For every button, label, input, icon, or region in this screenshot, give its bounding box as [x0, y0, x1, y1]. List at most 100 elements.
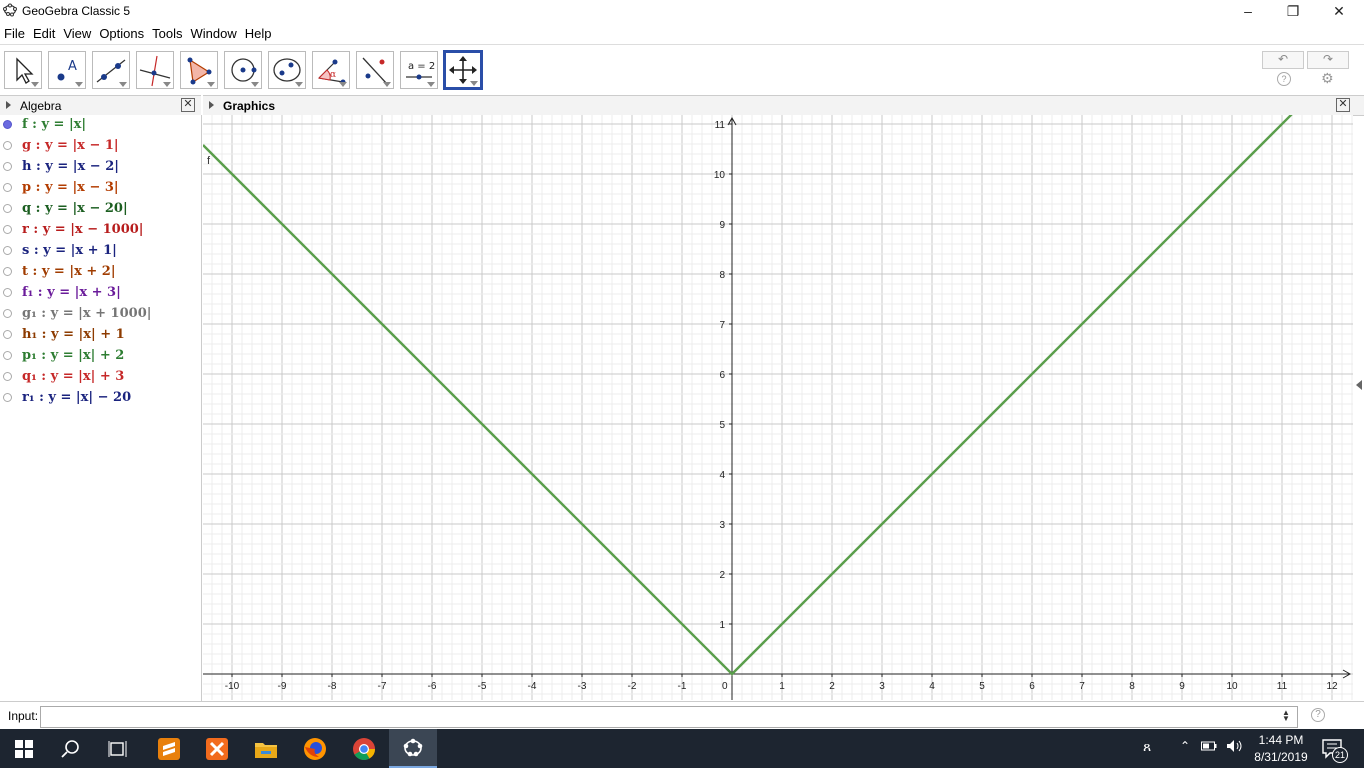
style-bar-toggle-icon[interactable]	[1356, 380, 1362, 390]
slider-tool-button[interactable]: a = 2	[400, 51, 438, 89]
x-tick-label: 6	[1029, 681, 1035, 692]
help-icon[interactable]: ?	[1277, 72, 1291, 86]
visibility-toggle-icon[interactable]	[3, 246, 12, 255]
graphics-view[interactable]: -10 -9 -8 -7 -6 -5 -4 -3 -2 -1 0 1 2 3 4 5 6 7 8 9 10 11 12 1 2 3…	[203, 115, 1353, 700]
task-view-icon[interactable]	[94, 729, 142, 768]
reflect-tool-button[interactable]	[356, 51, 394, 89]
expand-arrow-icon[interactable]	[6, 101, 11, 109]
restore-button[interactable]: ❐	[1286, 2, 1300, 19]
algebra-item[interactable]: g : y = |x − 1|	[0, 136, 200, 157]
algebra-item[interactable]: g₁ : y = |x + 1000|	[0, 304, 200, 325]
notifications-icon[interactable]: 21	[1322, 739, 1348, 763]
redo-button[interactable]: ↷	[1307, 51, 1349, 69]
y-tick-label: 1	[719, 620, 725, 631]
visibility-toggle-icon[interactable]	[3, 309, 12, 318]
algebra-item[interactable]: h : y = |x − 2|	[0, 157, 200, 178]
perpendicular-tool-button[interactable]	[136, 51, 174, 89]
move-tool-button[interactable]	[4, 51, 42, 89]
battery-icon[interactable]	[1201, 740, 1217, 755]
visibility-toggle-icon[interactable]	[3, 288, 12, 297]
settings-gear-icon[interactable]: ⚙	[1321, 70, 1334, 86]
visibility-toggle-icon[interactable]	[3, 162, 12, 171]
geogebra-taskbar-icon[interactable]	[389, 729, 437, 768]
input-label: Input:	[8, 709, 39, 723]
windows-start-icon[interactable]	[0, 729, 48, 768]
algebra-item[interactable]: r₁ : y = |x| − 20	[0, 388, 200, 409]
x-tick-label: -1	[678, 681, 687, 692]
menu-help[interactable]: Help	[244, 26, 272, 41]
search-icon[interactable]	[46, 729, 94, 768]
point-tool-icon: A	[57, 59, 77, 81]
slider-tool-icon: a = 2	[406, 61, 435, 80]
x-tick-label: 7	[1079, 681, 1085, 692]
show-hidden-icons-icon[interactable]: ⌃	[1180, 739, 1191, 753]
visibility-toggle-icon[interactable]	[3, 393, 12, 402]
y-tick-label: 9	[719, 220, 725, 231]
visibility-toggle-icon[interactable]	[3, 141, 12, 150]
algebra-item[interactable]: q₁ : y = |x| + 3	[0, 367, 200, 388]
menu-options[interactable]: Options	[99, 26, 145, 41]
people-icon[interactable]: ጸ	[1143, 738, 1152, 754]
menu-tools[interactable]: Tools	[152, 26, 183, 41]
algebra-item[interactable]: f : y = |x|	[0, 115, 200, 136]
x-tick-label: -3	[578, 681, 587, 692]
menu-edit[interactable]: Edit	[32, 26, 56, 41]
firefox-icon[interactable]	[291, 729, 339, 768]
algebra-item[interactable]: r : y = |x − 1000|	[0, 220, 200, 241]
line-tool-button[interactable]	[92, 51, 130, 89]
menu-file[interactable]: File	[4, 26, 25, 41]
angle-tool-button[interactable]: α	[312, 51, 350, 89]
visibility-toggle-icon[interactable]	[3, 351, 12, 360]
visibility-toggle-icon[interactable]	[3, 204, 12, 213]
x-tick-label: -10	[225, 681, 240, 692]
graphics-canvas[interactable]: -10 -9 -8 -7 -6 -5 -4 -3 -2 -1 0 1 2 3 4 5 6 7 8 9 10 11 12123…	[203, 115, 1353, 700]
y-axis-arrow-icon	[727, 116, 737, 126]
visibility-toggle-icon[interactable]	[3, 225, 12, 234]
menu-view[interactable]: View	[63, 26, 92, 41]
visibility-toggle-icon[interactable]	[3, 183, 12, 192]
menu-window[interactable]: Window	[190, 26, 237, 41]
close-algebra-button[interactable]: ✕	[181, 98, 195, 112]
visibility-toggle-icon[interactable]	[3, 372, 12, 381]
expand-arrow-icon[interactable]	[209, 101, 214, 109]
x-tick-label: -5	[478, 681, 487, 692]
volume-icon[interactable]	[1226, 739, 1244, 756]
system-clock[interactable]: 1:44 PM 8/31/2019	[1250, 732, 1312, 766]
chrome-icon[interactable]	[340, 729, 388, 768]
visibility-toggle-icon[interactable]	[3, 120, 12, 129]
undo-button[interactable]: ↶	[1262, 51, 1304, 69]
algebra-item[interactable]: q : y = |x − 20|	[0, 199, 200, 220]
algebra-item[interactable]: s : y = |x + 1|	[0, 241, 200, 262]
ellipse-tool-button[interactable]	[268, 51, 306, 89]
geogebra-logo-icon	[3, 3, 17, 17]
minimize-button[interactable]: –	[1244, 3, 1252, 19]
sublime-text-icon[interactable]	[145, 729, 193, 768]
algebra-item[interactable]: h₁ : y = |x| + 1	[0, 325, 200, 346]
circle-tool-button[interactable]	[224, 51, 262, 89]
visibility-toggle-icon[interactable]	[3, 267, 12, 276]
algebra-item[interactable]: t : y = |x + 2|	[0, 262, 200, 283]
function-f-curve[interactable]	[203, 115, 1353, 676]
point-tool-button[interactable]: A	[48, 51, 86, 89]
algebra-item[interactable]: f₁ : y = |x + 3|	[0, 283, 200, 304]
taskbar: ጸ ⌃ 1:44 PM 8/31/2019 21	[0, 729, 1364, 768]
visibility-toggle-icon[interactable]	[3, 330, 12, 339]
close-graphics-button[interactable]: ✕	[1336, 98, 1350, 112]
x-tick-label: 5	[979, 681, 985, 692]
input-help-icon[interactable]: ?	[1311, 708, 1325, 722]
file-explorer-icon[interactable]	[242, 729, 290, 768]
algebra-item-label: s : y = |x + 1|	[22, 243, 117, 258]
clock-date: 8/31/2019	[1254, 750, 1308, 764]
y-tick-label: 4	[719, 470, 725, 481]
algebra-item[interactable]: p : y = |x − 3|	[0, 178, 200, 199]
move-tool-icon	[16, 57, 34, 84]
x-tick-label: 12	[1326, 681, 1338, 692]
input-dropdown-icon[interactable]: ▲ ▼	[1282, 708, 1290, 723]
input-field[interactable]	[40, 706, 1298, 728]
xampp-icon[interactable]	[193, 729, 241, 768]
algebra-item-label: q : y = |x − 20|	[22, 201, 128, 216]
close-window-button[interactable]: ✕	[1333, 2, 1345, 19]
polygon-tool-button[interactable]	[180, 51, 218, 89]
move-graphics-tool-button[interactable]	[443, 50, 483, 90]
algebra-item[interactable]: p₁ : y = |x| + 2	[0, 346, 200, 367]
